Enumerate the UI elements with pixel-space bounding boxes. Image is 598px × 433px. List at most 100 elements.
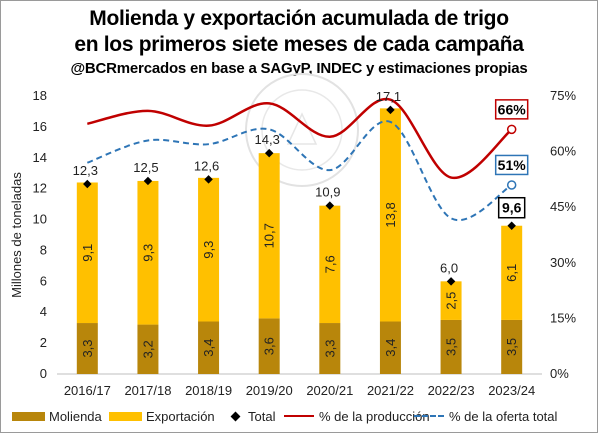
- legend-label-produccion: % de la producción: [319, 408, 430, 424]
- marker-produccion-last: [506, 124, 517, 135]
- bar-label-exportacion: 2,5: [444, 292, 459, 310]
- y2-tick-label: 45%: [550, 199, 576, 214]
- chart-title-line-2: en los primeros siete meses de cada camp…: [74, 33, 524, 56]
- bar-molienda: [319, 323, 341, 374]
- callout-produccion-box: [494, 99, 529, 120]
- bar-label-molienda: 3,6: [262, 337, 277, 355]
- y-tick-label: 16: [33, 119, 47, 134]
- bar-label-molienda: 3,2: [140, 340, 155, 358]
- total-marker: [83, 179, 92, 189]
- watermark-seal-outer: [245, 73, 359, 187]
- legend-line-produccion: [284, 415, 314, 417]
- y-tick-label: 8: [40, 242, 47, 257]
- legend-line-oferta: [414, 415, 444, 417]
- y-tick-label: 0: [40, 366, 47, 381]
- bar-label-exportacion: 9,1: [80, 244, 95, 262]
- bar-label-molienda: 3,4: [383, 339, 398, 357]
- callout-produccion-label: 66%: [498, 101, 527, 117]
- legend-item-produccion: % de la producción: [284, 408, 430, 424]
- y-axis-title: Millones de toneladas: [9, 172, 24, 298]
- callout-oferta-label: 51%: [498, 157, 527, 173]
- bar-label-exportacion: 10,7: [262, 223, 277, 248]
- legend-item-oferta: % de la oferta total: [414, 408, 557, 424]
- bar-molienda: [258, 318, 280, 374]
- y-tick-label: 4: [40, 304, 47, 319]
- x-tick-label: 2018/19: [185, 383, 232, 398]
- x-tick-label: 2020/21: [306, 383, 353, 398]
- bar-label-molienda: 3,5: [444, 338, 459, 356]
- marker-oferta-last: [506, 180, 517, 190]
- bar-molienda: [76, 323, 98, 374]
- line-produccion: [87, 97, 513, 179]
- x-tick-label: 2019/20: [246, 383, 293, 398]
- callout-total-label: 9,6: [502, 200, 522, 216]
- chart-title-line-1: Molienda y exportación acumulada de trig…: [89, 7, 509, 30]
- y2-tick-label: 15%: [550, 310, 576, 325]
- bar-label-exportacion: 9,3: [140, 244, 155, 262]
- bar-label-molienda: 3,3: [80, 339, 95, 357]
- legend-label-molienda: Molienda: [49, 408, 102, 424]
- y2-tick-label: 30%: [550, 255, 576, 270]
- line-oferta: [86, 120, 513, 222]
- bar-exportacion: [198, 177, 220, 322]
- chart-legend: Molienda Exportación Total % de la produ…: [0, 404, 598, 426]
- legend-swatch-molienda: [12, 411, 45, 421]
- legend-label-oferta: % de la oferta total: [449, 408, 558, 424]
- y-tick-label: 14: [33, 150, 47, 165]
- total-label: 12,6: [194, 158, 219, 173]
- total-marker: [264, 148, 274, 158]
- bar-label-exportacion: 7,6: [322, 255, 337, 273]
- bar-molienda: [501, 319, 523, 374]
- bar-label-exportacion: 9,3: [201, 241, 216, 259]
- watermark-seal-inner: [261, 89, 343, 171]
- bar-label-exportacion: 6,1: [504, 264, 519, 282]
- bar-molienda: [440, 319, 462, 374]
- chart-subtitle: @BCRmercados en base a SAGyP, INDEC y es…: [70, 60, 528, 77]
- x-tick-label: 2022/23: [428, 383, 475, 398]
- total-label: 14,3: [255, 132, 280, 147]
- legend-item-molienda: Molienda: [12, 408, 102, 424]
- chart-title: Molienda y exportación acumulada de trig…: [0, 6, 598, 58]
- bar-exportacion: [501, 225, 523, 320]
- bar-exportacion: [76, 182, 98, 324]
- y2-tick-label: 75%: [550, 88, 576, 103]
- bar-label-molienda: 3,4: [201, 339, 216, 357]
- total-marker: [386, 105, 395, 115]
- bar-exportacion: [319, 205, 341, 324]
- total-label: 10,9: [315, 185, 340, 200]
- bar-molienda: [137, 324, 159, 374]
- y-tick-label: 12: [33, 181, 47, 196]
- total-label: 12,3: [73, 163, 98, 178]
- total-label: 17,1: [376, 89, 401, 104]
- bar-molienda: [198, 321, 220, 374]
- y-tick-label: 2: [40, 335, 47, 350]
- bar-label-exportacion: 13,8: [383, 202, 398, 227]
- bar-exportacion: [379, 108, 401, 322]
- callout-oferta-box: [494, 154, 529, 176]
- x-tick-label: 2023/24: [488, 383, 535, 398]
- bar-label-molienda: 3,5: [504, 338, 519, 356]
- total-label: 12,5: [133, 160, 158, 175]
- x-tick-label: 2021/22: [367, 383, 414, 398]
- bar-molienda: [379, 321, 401, 374]
- bar-label-molienda: 3,3: [322, 339, 337, 357]
- legend-label-exportacion: Exportación: [146, 408, 215, 424]
- bar-exportacion: [440, 281, 462, 320]
- total-marker: [325, 201, 335, 210]
- legend-marker-total: [230, 411, 241, 421]
- total-marker: [143, 176, 153, 186]
- y2-tick-label: 0%: [550, 366, 569, 381]
- legend-label-total: Total: [248, 408, 276, 424]
- y-tick-label: 18: [33, 88, 47, 103]
- legend-item-total: Total: [226, 408, 275, 424]
- x-tick-label: 2016/17: [64, 383, 111, 398]
- legend-swatch-exportacion: [109, 411, 142, 421]
- bar-exportacion: [258, 153, 280, 319]
- legend-item-exportacion: Exportación: [109, 408, 215, 424]
- y-tick-label: 10: [33, 212, 47, 227]
- bar-exportacion: [137, 180, 159, 325]
- callout-total-box: [497, 196, 526, 219]
- y-tick-label: 6: [40, 273, 47, 288]
- total-marker: [204, 175, 213, 184]
